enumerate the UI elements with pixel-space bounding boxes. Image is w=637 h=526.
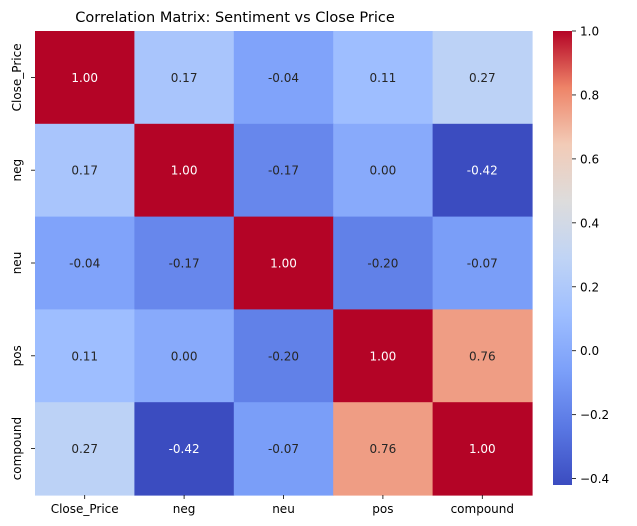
heatmap-cell bbox=[432, 402, 533, 496]
heatmap-cell bbox=[134, 309, 235, 403]
heatmap-cell-label: 0.00 bbox=[171, 349, 198, 363]
colorbar-tick-label: −0.4 bbox=[580, 472, 609, 486]
heatmap-cell bbox=[233, 123, 334, 218]
x-tick-label: pos bbox=[372, 502, 393, 516]
heatmap-cell bbox=[333, 123, 434, 218]
heatmap-cell-label: 0.27 bbox=[71, 442, 98, 456]
heatmap-cell-label: -0.07 bbox=[268, 442, 299, 456]
heatmap-cell bbox=[35, 216, 135, 310]
colorbar-tick-label: −0.2 bbox=[580, 408, 609, 422]
y-tick-label: compound bbox=[10, 417, 24, 480]
x-tick-label: compound bbox=[451, 502, 514, 516]
heatmap-cell bbox=[134, 216, 235, 310]
heatmap-cell bbox=[35, 402, 135, 496]
colorbar-ticks: 1.0 0.8 0.6 0.4 0.2 0.0 −0.2 −0.4 bbox=[572, 25, 609, 486]
heatmap-cell-label: 1.00 bbox=[171, 164, 198, 178]
heatmap-cell-label: -0.20 bbox=[268, 349, 299, 363]
heatmap-cell-label: -0.17 bbox=[169, 257, 200, 271]
heatmap-cell-label: -0.42 bbox=[467, 164, 498, 178]
colorbar-tick-label: 1.0 bbox=[580, 25, 599, 39]
heatmap-cell-label: 0.76 bbox=[370, 442, 397, 456]
colorbar-tick-label: 0.2 bbox=[580, 280, 599, 294]
heatmap-cell-label: 0.17 bbox=[171, 71, 198, 85]
heatmap-cell bbox=[35, 309, 135, 403]
y-tick-label: pos bbox=[10, 345, 24, 366]
heatmap-cell bbox=[432, 123, 533, 218]
heatmap-cell-label: -0.07 bbox=[467, 257, 498, 271]
heatmap-cell bbox=[35, 31, 135, 125]
heatmap-cell bbox=[333, 309, 434, 403]
heatmap-cell bbox=[233, 31, 334, 125]
heatmap-cell-label: -0.04 bbox=[268, 71, 299, 85]
heatmap-cell-label: -0.17 bbox=[268, 164, 299, 178]
heatmap-cell-label: 0.17 bbox=[71, 164, 98, 178]
heatmap-cell-label: 1.00 bbox=[270, 257, 297, 271]
heatmap-cell-label: -0.20 bbox=[367, 257, 398, 271]
heatmap-cell bbox=[432, 309, 533, 403]
colorbar-tick-label: 0.6 bbox=[580, 152, 599, 166]
heatmap-cell bbox=[35, 123, 135, 218]
heatmap-cell-label: -0.42 bbox=[169, 442, 200, 456]
heatmap-cell bbox=[233, 309, 334, 403]
colorbar-tick-label: 0.0 bbox=[580, 344, 599, 358]
heatmap-cell-label: -0.04 bbox=[69, 257, 100, 271]
x-tick-label: neu bbox=[272, 502, 295, 516]
heatmap-cell-labels: 1.00 0.17 -0.04 0.11 0.27 0.17 1.00 -0.17 0.00 -0… bbox=[69, 71, 498, 456]
chart-title: Correlation Matrix: Sentiment vs Close P… bbox=[75, 10, 395, 26]
heatmap-cell bbox=[134, 402, 235, 496]
heatmap-cells bbox=[35, 31, 533, 496]
heatmap-cell bbox=[134, 123, 235, 218]
heatmap-cell-label: 0.11 bbox=[71, 349, 98, 363]
heatmap-cell bbox=[134, 31, 235, 125]
heatmap-cell-label: 0.11 bbox=[370, 71, 397, 85]
x-tick-label: Close_Price bbox=[51, 502, 119, 516]
heatmap-cell bbox=[233, 216, 334, 310]
heatmap-cell bbox=[333, 216, 434, 310]
heatmap-cell-label: 0.00 bbox=[370, 164, 397, 178]
y-tick-label: neu bbox=[10, 252, 24, 275]
heatmap-cell bbox=[333, 402, 434, 496]
heatmap-cell-label: 1.00 bbox=[71, 71, 98, 85]
heatmap-cell bbox=[432, 31, 533, 125]
heatmap-cell bbox=[333, 31, 434, 125]
colorbar-tick-label: 0.4 bbox=[580, 216, 599, 230]
x-axis: Close_Price neg neu pos compound bbox=[51, 495, 514, 516]
y-tick-label: Close_Price bbox=[10, 43, 24, 111]
x-tick-label: neg bbox=[173, 502, 196, 516]
heatmap-cell-label: 1.00 bbox=[370, 349, 397, 363]
colorbar: 1.0 0.8 0.6 0.4 0.2 0.0 −0.2 −0.4 bbox=[553, 25, 609, 486]
colorbar-gradient bbox=[553, 31, 572, 485]
heatmap-cell-label: 1.00 bbox=[469, 442, 496, 456]
y-tick-label: neg bbox=[10, 159, 24, 182]
heatmap-cell bbox=[432, 216, 533, 310]
heatmap-cell bbox=[233, 402, 334, 496]
heatmap-cell-label: 0.76 bbox=[469, 349, 496, 363]
colorbar-tick-label: 0.8 bbox=[580, 88, 599, 102]
heatmap-cell-label: 0.27 bbox=[469, 71, 496, 85]
